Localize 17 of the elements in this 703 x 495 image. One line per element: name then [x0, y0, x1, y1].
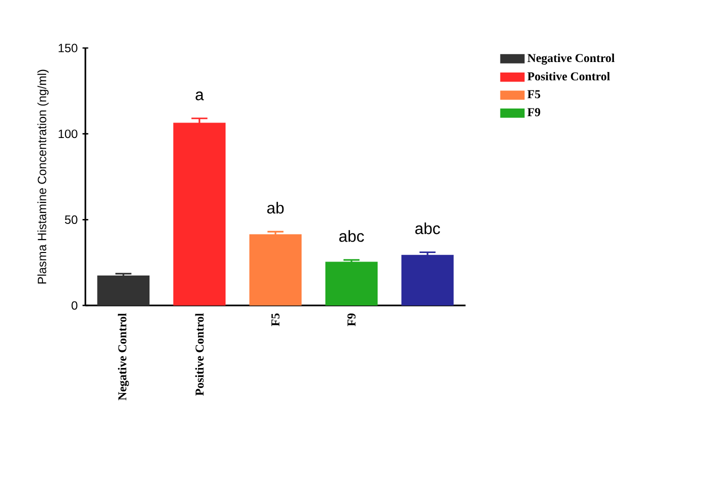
legend-label: F9	[527, 108, 540, 116]
x-tick-label: F9	[347, 314, 356, 326]
y-tick-label: 150	[58, 44, 78, 52]
legend-label: Positive Control	[527, 72, 610, 80]
x-tick-label: F5	[271, 314, 280, 326]
data-label: abc	[415, 222, 440, 234]
y-tick-label: 0	[72, 301, 78, 310]
y-tick-label: 100	[58, 130, 78, 138]
legend-label: Negative Control	[528, 54, 615, 65]
data-label: ab	[267, 202, 284, 214]
legend-label: F5	[527, 90, 540, 98]
data-label: a	[196, 92, 204, 100]
y-tick-label: 50	[64, 215, 78, 224]
y-axis-title: Plasma Histamine Concentration (ng/ml)	[37, 70, 49, 284]
x-tick-label: Positive Control	[195, 313, 204, 396]
x-tick-label: Negative Control	[118, 313, 129, 400]
data-label: abc	[339, 230, 364, 242]
